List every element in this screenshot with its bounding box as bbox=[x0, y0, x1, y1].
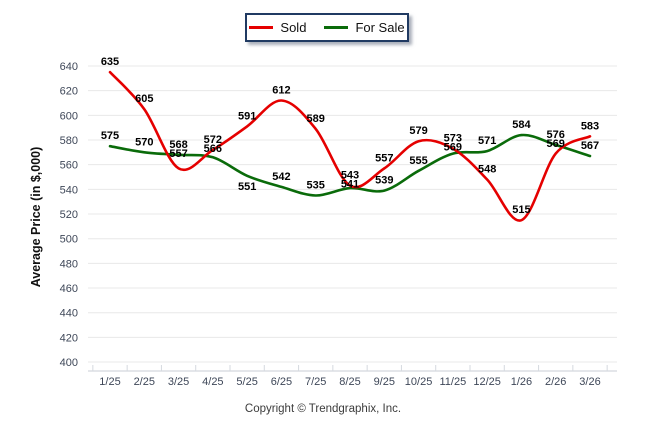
for-sale-value-label: 584 bbox=[512, 119, 531, 131]
legend-item-sold: Sold bbox=[249, 21, 306, 34]
sold-line bbox=[108, 70, 592, 222]
for-sale-value-label: 570 bbox=[135, 136, 153, 148]
for-sale-value-label: 571 bbox=[478, 135, 496, 147]
y-tick-label: 420 bbox=[60, 332, 78, 344]
for-sale-value-label: 567 bbox=[581, 140, 599, 152]
sold-value-label: 543 bbox=[341, 170, 359, 182]
sold-line-swatch bbox=[249, 26, 274, 29]
y-tick-label: 620 bbox=[60, 86, 78, 98]
sold-value-label: 572 bbox=[204, 134, 222, 146]
gridlines bbox=[88, 65, 617, 363]
copyright-text: Copyright © Trendgraphix, Inc. bbox=[244, 403, 402, 415]
y-axis-title: Average Price (in $,000) bbox=[29, 146, 43, 288]
sold-value-label: 589 bbox=[307, 113, 325, 125]
sold-value-label: 635 bbox=[101, 56, 119, 68]
x-tick-label: 11/25 bbox=[439, 376, 466, 388]
sold-value-label: 605 bbox=[135, 93, 153, 105]
y-tick-label: 440 bbox=[60, 308, 78, 320]
y-tick-label: 600 bbox=[60, 110, 78, 122]
y-tick-label: 480 bbox=[60, 258, 78, 270]
x-tick-label: 9/25 bbox=[374, 376, 395, 388]
for-sale-value-label: 555 bbox=[409, 155, 427, 167]
for-sale-value-label: 542 bbox=[272, 171, 290, 183]
y-tick-label: 640 bbox=[60, 61, 78, 73]
for-sale-value-label: 569 bbox=[444, 142, 462, 154]
axis-ticks: 400 420 440 460 480 500 520 540 560 580 600 620 640 1… bbox=[60, 61, 617, 388]
y-tick-label: 580 bbox=[60, 135, 78, 147]
for-sale-line bbox=[108, 133, 592, 197]
for-sale-value-label: 535 bbox=[307, 180, 325, 192]
for-sale-value-label: 576 bbox=[547, 129, 565, 141]
y-tick-label: 500 bbox=[60, 234, 78, 246]
y-tick-label: 460 bbox=[60, 283, 78, 295]
for-sale-value-label: 566 bbox=[204, 143, 222, 155]
legend-label-sold: Sold bbox=[280, 20, 307, 35]
for-sale-value-label: 539 bbox=[375, 175, 393, 187]
x-tick-label: 2/25 bbox=[134, 376, 155, 388]
x-tick-label: 7/25 bbox=[305, 376, 326, 388]
x-tick-label: 10/25 bbox=[405, 376, 433, 388]
x-tick-label: 2/26 bbox=[545, 376, 566, 388]
for-sale-value-label: 568 bbox=[169, 139, 187, 151]
x-tick-label: 3/25 bbox=[168, 376, 189, 388]
x-tick-label: 1/26 bbox=[511, 376, 532, 388]
for-sale-value-label: 575 bbox=[101, 130, 119, 142]
y-tick-label: 540 bbox=[60, 184, 78, 196]
legend-item-for-sale: For Sale bbox=[324, 20, 405, 35]
x-tick-label: 1/25 bbox=[99, 376, 120, 388]
sold-value-label: 579 bbox=[409, 125, 427, 137]
y-tick-label: 400 bbox=[60, 357, 78, 369]
x-tick-label: 5/25 bbox=[236, 376, 257, 388]
sold-value-label: 583 bbox=[581, 120, 599, 132]
sold-value-label: 515 bbox=[512, 204, 530, 216]
sold-value-label: 548 bbox=[478, 163, 496, 175]
legend: Sold For Sale bbox=[245, 13, 409, 42]
for-sale-value-label: 551 bbox=[238, 181, 256, 193]
for-sale-value-label: 541 bbox=[341, 179, 359, 191]
x-tick-label: 12/25 bbox=[473, 376, 501, 388]
y-tick-label: 560 bbox=[60, 160, 78, 172]
sold-value-label: 591 bbox=[238, 110, 256, 122]
legend-label-for-sale: For Sale bbox=[355, 20, 405, 35]
x-tick-label: 6/25 bbox=[271, 376, 292, 388]
y-tick-label: 520 bbox=[60, 209, 78, 221]
sold-value-label: 569 bbox=[547, 138, 565, 150]
x-tick-label: 8/25 bbox=[339, 376, 360, 388]
x-tick-label: 3/26 bbox=[579, 376, 600, 388]
series-lines bbox=[108, 70, 592, 222]
sold-value-label: 612 bbox=[272, 85, 290, 97]
sold-value-label: 557 bbox=[169, 148, 187, 160]
sold-value-label: 573 bbox=[444, 133, 462, 145]
for-sale-line-swatch bbox=[324, 26, 349, 29]
x-tick-label: 4/25 bbox=[202, 376, 223, 388]
sold-value-label: 557 bbox=[375, 152, 393, 164]
